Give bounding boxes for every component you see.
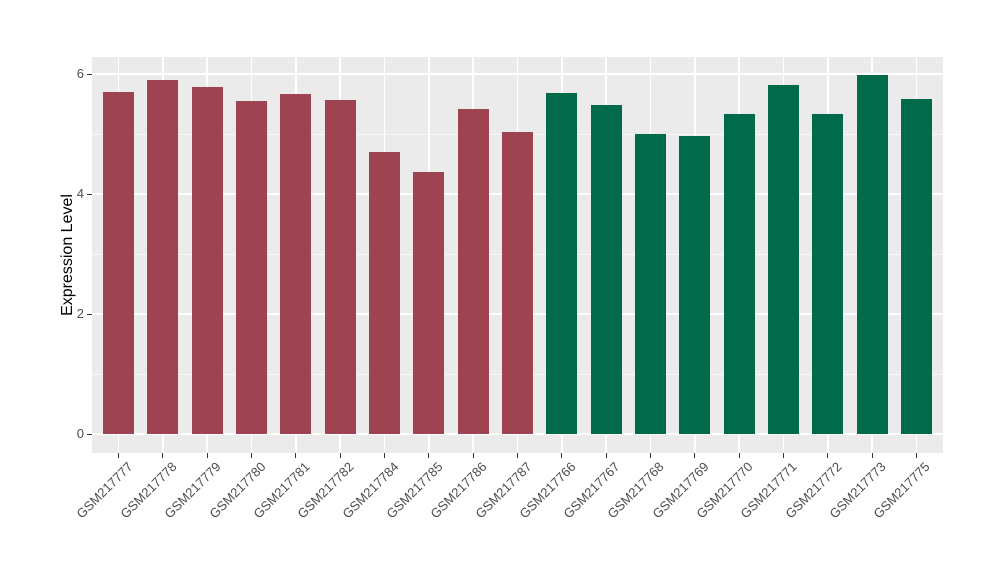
x-tick-mark-GSM217782	[339, 453, 341, 458]
x-tick-mark-GSM217781	[295, 453, 297, 458]
y-tick-mark-2	[87, 313, 92, 315]
bar-GSM217779	[191, 87, 223, 434]
bar-GSM217781	[280, 94, 312, 434]
y-tick-label-2: 2	[76, 306, 84, 321]
x-tick-mark-GSM217766	[561, 453, 563, 458]
x-tick-mark-GSM217780	[251, 453, 253, 458]
y-tick-label-4: 4	[76, 186, 84, 201]
bar-GSM217777	[103, 92, 135, 434]
bar-GSM217778	[147, 80, 179, 434]
bar-GSM217787	[501, 132, 533, 434]
y-tick-mark-6	[87, 73, 92, 75]
plot-panel	[92, 57, 943, 453]
bar-GSM217775	[900, 99, 932, 434]
bar-GSM217772	[812, 114, 844, 434]
x-tick-mark-GSM217773	[871, 453, 873, 458]
x-tick-mark-GSM217787	[517, 453, 518, 458]
y-tick-label-6: 6	[76, 66, 84, 81]
x-tick-mark-GSM217777	[118, 453, 120, 458]
x-tick-mark-GSM217768	[649, 453, 651, 458]
bar-GSM217767	[590, 104, 622, 434]
bar-GSM217780	[236, 101, 268, 434]
bar-GSM217785	[413, 171, 445, 434]
y-tick-label-0: 0	[76, 426, 84, 441]
x-tick-mark-GSM217770	[738, 453, 740, 458]
y-axis-title: Expression Level	[59, 194, 76, 316]
x-tick-mark-GSM217785	[428, 453, 430, 458]
bar-GSM217784	[369, 152, 401, 434]
y-tick-mark-0	[87, 433, 92, 435]
x-tick-mark-GSM217767	[605, 453, 607, 458]
y-tick-mark-4	[87, 193, 92, 195]
x-tick-mark-GSM217778	[162, 453, 164, 458]
x-tick-mark-GSM217772	[827, 453, 829, 458]
bar-GSM217771	[767, 84, 799, 434]
bar-GSM217782	[324, 99, 356, 434]
bar-GSM217786	[457, 108, 489, 434]
x-tick-mark-GSM217775	[915, 453, 917, 458]
x-tick-mark-GSM217779	[206, 453, 208, 458]
x-tick-mark-GSM217769	[694, 453, 696, 458]
bar-GSM217766	[546, 92, 578, 434]
bar-GSM217769	[679, 135, 711, 434]
bar-GSM217770	[723, 113, 755, 434]
x-tick-mark-GSM217786	[472, 453, 474, 458]
x-tick-mark-GSM217771	[782, 453, 784, 458]
bar-GSM217773	[856, 74, 888, 434]
bar-GSM217768	[634, 134, 666, 434]
x-tick-mark-GSM217784	[384, 453, 386, 458]
